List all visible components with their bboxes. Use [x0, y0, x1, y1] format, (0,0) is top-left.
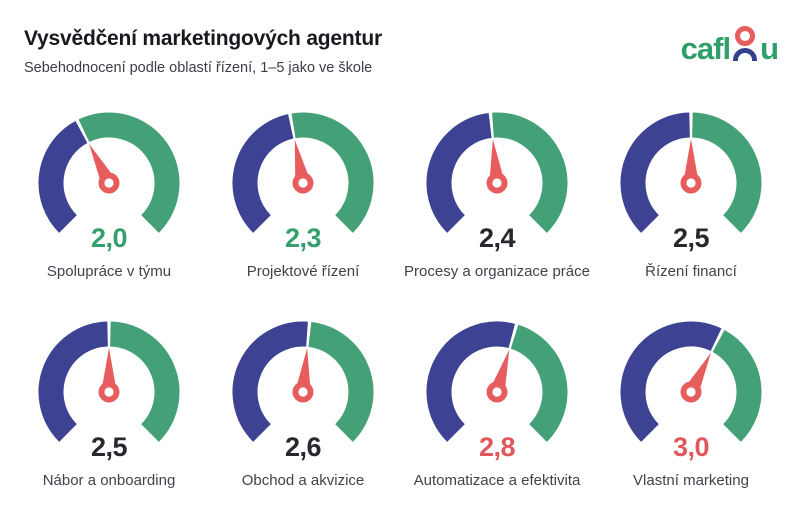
gauge-label: Projektové řízení: [246, 263, 360, 281]
gauge-card: 3,0 Vlastní marketing: [594, 314, 788, 489]
gauge-chart: [38, 321, 180, 443]
gauge-chart: [426, 321, 568, 443]
gauge-card: 2,0 Spolupráce v týmu: [12, 105, 206, 280]
gauge-card: 2,8 Automatizace a efektivita: [400, 314, 594, 489]
gauge-label: Řízení financí: [645, 263, 737, 281]
gauge-chart: [620, 112, 762, 234]
gauge-chart: [620, 321, 762, 443]
gauge-card: 2,4 Procesy a organizace práce: [400, 105, 594, 280]
gauge-value: 2,4: [478, 223, 516, 254]
person-head-icon: [735, 26, 756, 46]
gauge-label: Procesy a organizace práce: [404, 263, 590, 281]
page-subtitle: Sebehodnocení podle oblastí řízení, 1–5 …: [24, 60, 373, 77]
logo-text-before: cafl: [680, 30, 731, 66]
page-title: Vysvědčení marketingových agentur: [24, 27, 382, 50]
gauge-label: Spolupráce v týmu: [46, 263, 172, 281]
gauge-value: 2,0: [90, 223, 128, 254]
gauge-label: Vlastní marketing: [633, 472, 749, 490]
gauge-chart: [232, 321, 374, 443]
caflou-logo: cafl u: [680, 26, 779, 66]
gauge-card: 2,3 Projektové řízení: [206, 105, 400, 280]
gauge-label: Automatizace a efektivita: [413, 472, 581, 490]
gauge-card: 2,6 Obchod a akvizice: [206, 314, 400, 489]
gauge-label: Nábor a onboarding: [42, 472, 176, 490]
gauge-chart: [232, 112, 374, 234]
gauge-value: 2,5: [672, 223, 710, 254]
gauge-grid: 2,0 Spolupráce v týmu 2,3 Projektové říz…: [0, 105, 800, 489]
gauge-label: Obchod a akvizice: [241, 472, 365, 490]
gauge-value: 2,5: [90, 432, 128, 463]
gauge-value: 3,0: [672, 432, 710, 463]
gauge-chart: [426, 112, 568, 234]
logo-text-after: u: [760, 30, 779, 66]
gauge-card: 2,5 Řízení financí: [594, 105, 788, 280]
header: Vysvědčení marketingových agentur Sebeho…: [0, 0, 800, 76]
gauge-chart: [38, 112, 180, 234]
header-text: Vysvědčení marketingových agentur Sebeho…: [24, 26, 382, 76]
person-body-icon: [733, 48, 758, 61]
gauge-value: 2,8: [478, 432, 516, 463]
gauge-card: 2,5 Nábor a onboarding: [12, 314, 206, 489]
person-icon: [732, 26, 759, 61]
gauge-value: 2,6: [284, 432, 322, 463]
gauge-value: 2,3: [284, 223, 322, 254]
